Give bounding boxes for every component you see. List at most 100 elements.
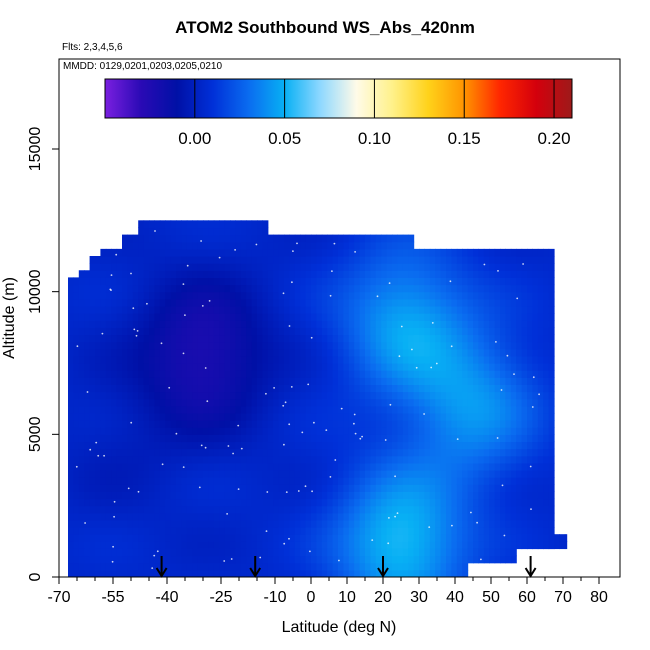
heatmap-cell xyxy=(240,477,247,485)
heatmap-cell xyxy=(483,541,490,550)
heatmap-cell xyxy=(338,548,344,557)
heatmap-cell xyxy=(95,313,101,321)
heatmap-cell xyxy=(267,498,274,507)
sample-dot xyxy=(175,432,178,435)
heatmap-cell xyxy=(402,341,409,350)
heatmap-cell xyxy=(489,441,496,450)
heatmap-cell xyxy=(311,313,317,321)
heatmap-cell xyxy=(251,334,258,343)
heatmap-cell xyxy=(138,256,145,264)
heatmap-cell xyxy=(489,498,496,507)
heatmap-cell xyxy=(397,477,404,485)
heatmap-cell xyxy=(219,477,226,485)
heatmap-cell xyxy=(446,327,452,336)
heatmap-cell xyxy=(446,498,452,507)
heatmap-cell xyxy=(192,541,199,550)
sample-dot xyxy=(198,486,201,489)
heatmap-cell xyxy=(343,512,350,521)
heatmap-cell xyxy=(429,341,436,350)
heatmap-cell xyxy=(170,562,177,571)
heatmap-cell xyxy=(532,298,539,307)
heatmap-cell xyxy=(89,541,96,550)
heatmap-cell xyxy=(170,305,177,314)
heatmap-cell xyxy=(246,555,253,564)
heatmap-cell xyxy=(321,313,328,321)
heatmap-cell xyxy=(267,477,274,485)
heatmap-cell xyxy=(100,498,107,507)
heatmap-cell xyxy=(419,477,425,485)
heatmap-cell xyxy=(170,227,177,236)
heatmap-cell xyxy=(435,327,442,336)
heatmap-cell xyxy=(386,491,393,500)
heatmap-cell xyxy=(170,434,177,443)
heatmap-cell xyxy=(537,305,544,314)
heatmap-cell xyxy=(332,491,339,500)
heatmap-cell xyxy=(516,462,523,471)
heatmap-cell xyxy=(149,569,155,577)
heatmap-cell xyxy=(451,484,458,492)
heatmap-cell xyxy=(543,505,550,514)
heatmap-cell xyxy=(100,370,107,378)
heatmap-cell xyxy=(95,462,101,471)
heatmap-cell xyxy=(392,427,398,435)
heatmap-cell xyxy=(230,534,236,542)
heatmap-cell xyxy=(354,241,361,250)
heatmap-cell xyxy=(354,384,361,393)
heatmap-cell xyxy=(127,377,134,385)
sample-dot xyxy=(182,466,185,468)
heatmap-cell xyxy=(100,541,107,550)
heatmap-cell xyxy=(294,491,301,500)
heatmap-cell xyxy=(332,398,339,407)
heatmap-cell xyxy=(489,555,496,564)
heatmap-cell xyxy=(327,341,334,350)
heatmap-cell xyxy=(192,498,199,507)
heatmap-cell xyxy=(354,519,361,528)
heatmap-cell xyxy=(208,248,215,257)
heatmap-cell xyxy=(435,248,442,257)
heatmap-cell xyxy=(327,527,334,535)
heatmap-cell xyxy=(348,370,355,378)
heatmap-cell xyxy=(122,348,128,357)
heatmap-cell xyxy=(440,391,447,400)
heatmap-cell xyxy=(516,327,523,336)
heatmap-cell xyxy=(429,248,436,257)
heatmap-cell xyxy=(278,519,285,528)
heatmap-cell xyxy=(305,398,312,407)
sample-dot xyxy=(394,515,396,518)
heatmap-cell xyxy=(257,462,263,471)
heatmap-cell xyxy=(392,541,398,550)
heatmap-cell xyxy=(548,498,555,507)
heatmap-cell xyxy=(494,298,501,307)
heatmap-cell xyxy=(294,391,301,400)
heatmap-cell xyxy=(159,462,166,471)
heatmap-cell xyxy=(300,562,307,571)
heatmap-cell xyxy=(375,320,382,328)
sample-dot xyxy=(301,431,304,434)
heatmap-cell xyxy=(483,291,490,300)
heatmap-cell xyxy=(365,412,371,421)
heatmap-cell xyxy=(122,248,128,257)
heatmap-cell xyxy=(273,270,280,278)
heatmap-cell xyxy=(262,470,269,478)
heatmap-cell xyxy=(203,370,209,378)
heatmap-cell xyxy=(84,427,91,435)
heatmap-cell xyxy=(68,448,74,457)
heatmap-cell xyxy=(127,355,134,364)
heatmap-cell xyxy=(500,455,506,464)
heatmap-cell xyxy=(456,270,463,278)
heatmap-cell xyxy=(489,327,496,336)
heatmap-cell xyxy=(462,270,469,278)
sample-dot xyxy=(449,280,452,283)
heatmap-cell xyxy=(370,348,377,357)
heatmap-cell xyxy=(224,569,231,577)
heatmap-cell xyxy=(240,277,247,286)
heatmap-cell xyxy=(478,470,485,478)
heatmap-cell xyxy=(381,334,388,343)
heatmap-cell xyxy=(478,391,485,400)
heatmap-cell xyxy=(505,284,512,293)
heatmap-cell xyxy=(408,391,415,400)
heatmap-cell xyxy=(138,484,145,492)
heatmap-cell xyxy=(116,348,123,357)
heatmap-cell xyxy=(440,462,447,471)
heatmap-cell xyxy=(397,498,404,507)
